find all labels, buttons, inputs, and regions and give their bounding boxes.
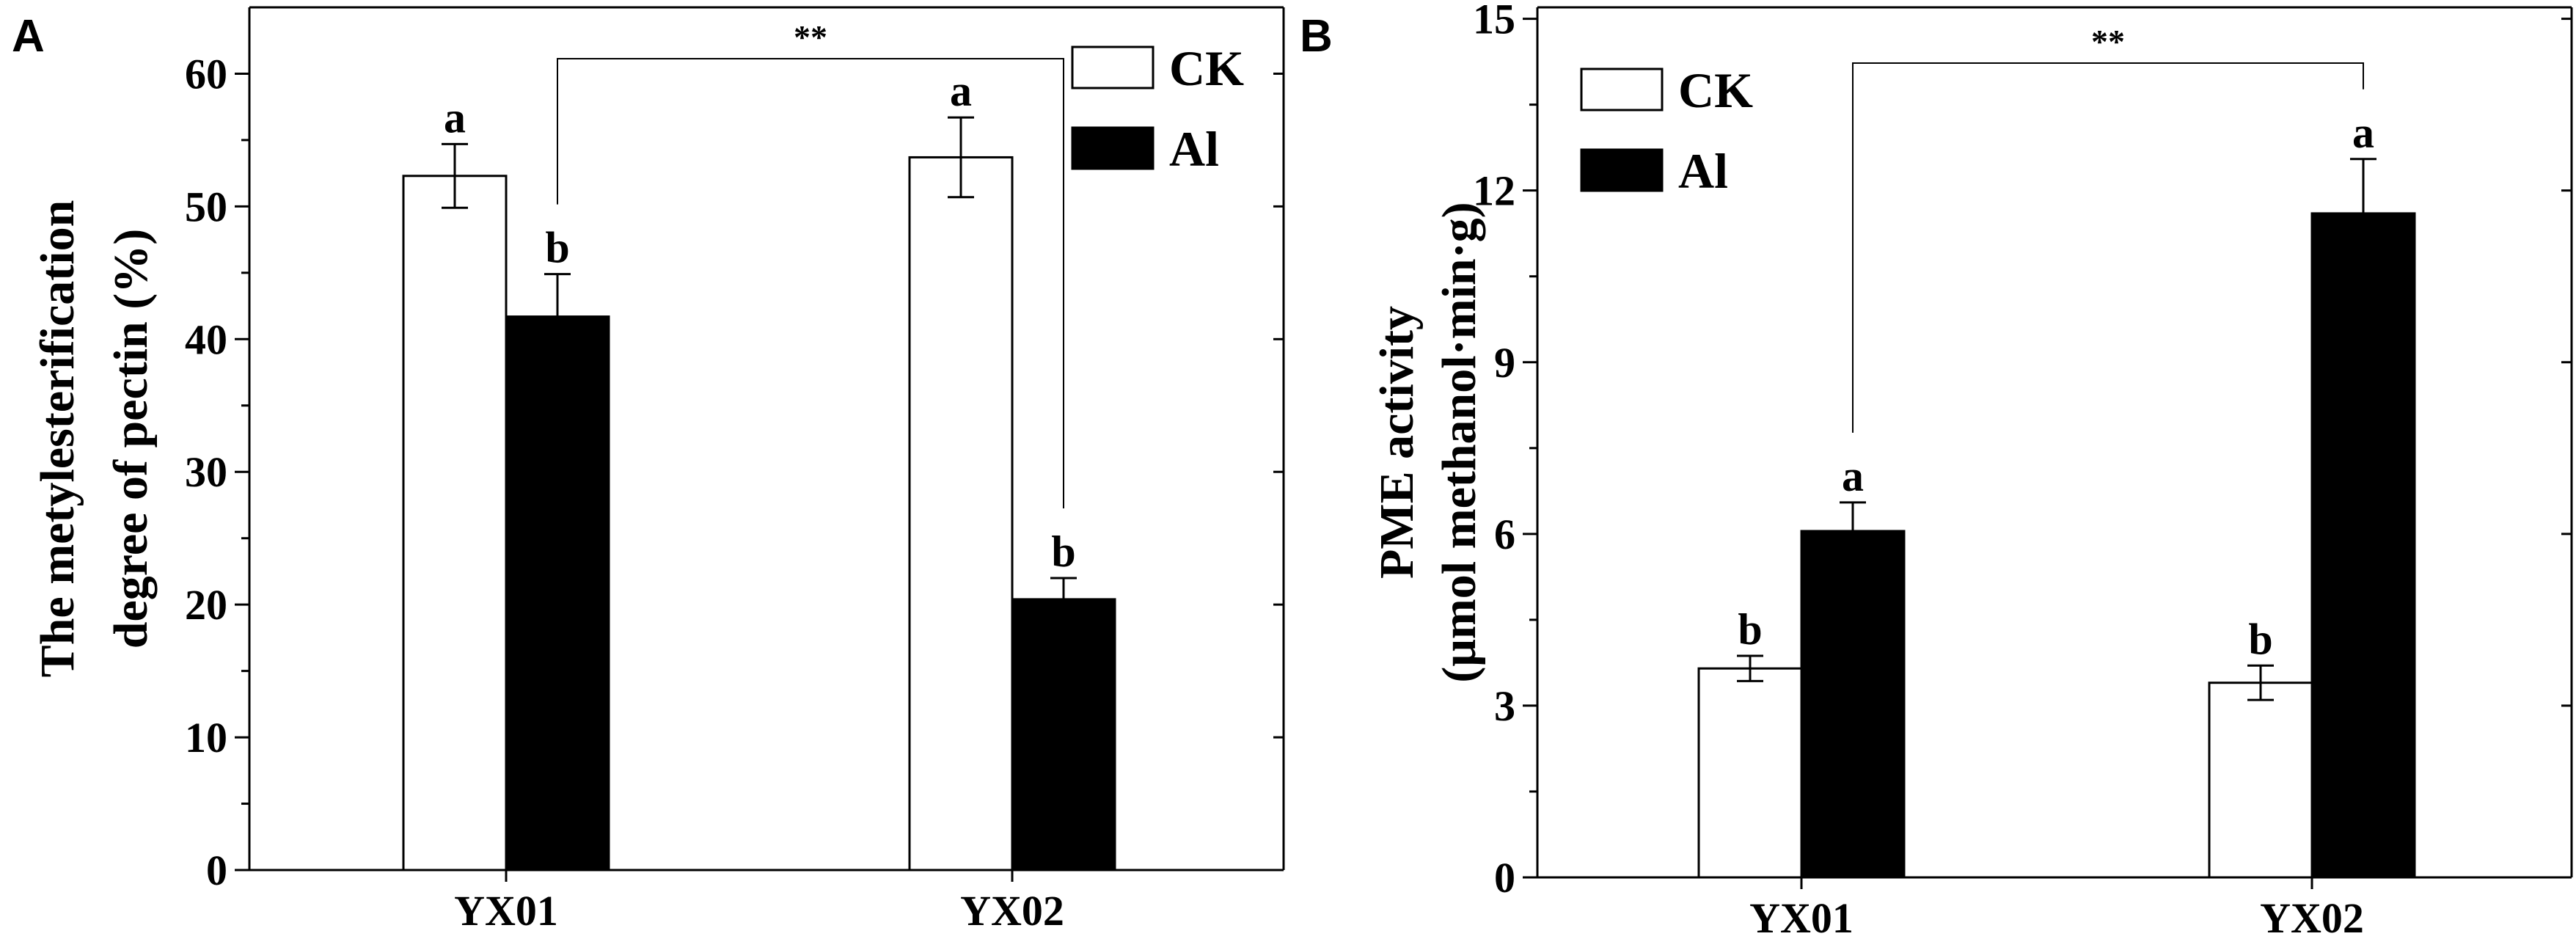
bar-ck — [908, 156, 1014, 872]
legend-label-ck: CK — [1678, 62, 1753, 118]
bar-al — [2310, 212, 2416, 879]
significance-bracket — [1852, 62, 2364, 433]
significance-bracket — [557, 58, 1064, 508]
y-axis-title: PME activity — [1370, 306, 1424, 579]
bar-ck — [402, 175, 508, 872]
y-axis-title: (μmol methanol·min·g) — [1432, 202, 1486, 682]
significance-letter: a — [950, 67, 972, 115]
significance-letter: b — [1738, 605, 1762, 654]
y-tick-label: 3 — [1494, 682, 1515, 730]
significance-letter: a — [1842, 452, 1864, 500]
bar-ck — [2208, 682, 2313, 879]
y-tick-label: 30 — [185, 448, 227, 496]
bar-al — [505, 315, 610, 872]
y-tick-label: 0 — [206, 847, 227, 894]
bar-al — [1011, 598, 1116, 872]
x-tick-label: YX02 — [960, 887, 1064, 935]
significance-label: ** — [2091, 23, 2125, 60]
significance-letter: a — [444, 93, 466, 142]
y-tick-label: 10 — [185, 714, 227, 761]
panel-label: A — [12, 11, 45, 62]
y-tick-label: 60 — [185, 50, 227, 98]
bar-ck — [1697, 667, 1803, 879]
significance-label: ** — [794, 18, 827, 56]
x-tick-label: YX01 — [454, 887, 558, 935]
legend-swatch-ck — [1071, 45, 1155, 89]
bar-al — [1800, 530, 1906, 879]
y-tick-label: 40 — [185, 315, 227, 363]
y-axis-title: degree of pectin (%) — [104, 229, 158, 648]
y-tick-label: 0 — [1494, 854, 1515, 902]
y-axis-title: The metylesterification — [31, 200, 84, 678]
chart-panel-b: B 0 3 6 9 12 15 PME activity (μmol methanol·min·… — [1300, 0, 2573, 939]
y-tick-label: 50 — [185, 183, 227, 230]
legend-label-al: Al — [1678, 143, 1728, 199]
significance-letter: b — [1051, 527, 1075, 576]
y-tick-label: 12 — [1473, 167, 1515, 215]
significance-letter: b — [545, 224, 569, 272]
y-tick-label: 9 — [1494, 339, 1515, 387]
x-tick-label: YX02 — [2260, 894, 2364, 939]
y-tick-label: 20 — [185, 581, 227, 629]
y-tick-label: 6 — [1494, 511, 1515, 558]
legend-swatch-ck — [1580, 67, 1664, 112]
panel-label: B — [1300, 11, 1333, 62]
x-tick-label: YX01 — [1749, 894, 1854, 939]
y-tick-label: 15 — [1473, 0, 1515, 43]
legend-label-ck: CK — [1169, 40, 1244, 96]
legend-swatch-al — [1580, 148, 1664, 192]
legend-swatch-al — [1071, 126, 1155, 170]
legend-label-al: Al — [1169, 121, 1219, 177]
chart-panel-a: A 0 10 20 30 40 50 60 The metylesterification deg… — [12, 6, 1285, 935]
significance-letter: a — [2352, 109, 2374, 157]
significance-letter: b — [2248, 615, 2272, 663]
